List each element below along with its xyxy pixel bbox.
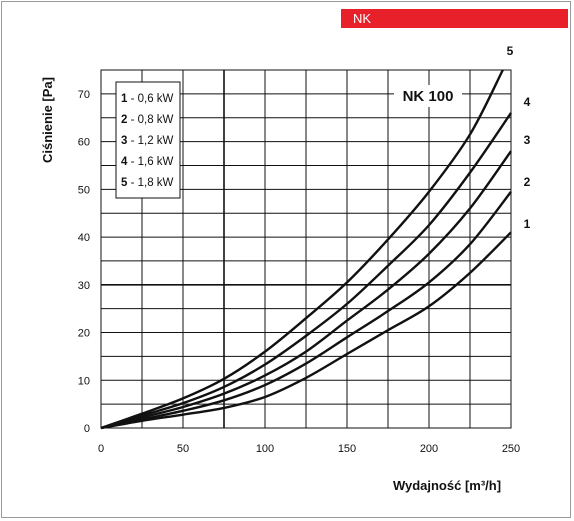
y-tick-label: 20 xyxy=(78,328,90,340)
legend-entry-text: - 0,8 kW xyxy=(131,114,174,126)
curve-labels: 1 2 3 4 5 xyxy=(507,44,531,231)
legend: 1 - 0,6 kW2 - 0,8 kW3 - 1,2 kW4 - 1,6 kW… xyxy=(115,81,181,199)
legend-entry: 2 - 0,8 kW xyxy=(121,114,174,126)
x-tick-label: 150 xyxy=(338,443,356,455)
y-axis-title: Ciśnienie [Pa] xyxy=(40,77,55,163)
x-axis-ticks: 0 50 100 150 200 250 xyxy=(98,443,520,455)
series-1-label: 1 xyxy=(524,217,531,231)
legend-entry-text: - 1,2 kW xyxy=(131,135,174,147)
model-label: NK 100 xyxy=(403,88,454,105)
series-3-curve xyxy=(100,150,512,430)
x-tick-label: 200 xyxy=(420,443,438,455)
series-5-curve xyxy=(100,69,504,430)
x-tick-label: 250 xyxy=(502,443,520,455)
legend-entry-number: 3 xyxy=(121,135,131,147)
series-5-label: 5 xyxy=(507,44,514,58)
y-tick-label: 40 xyxy=(78,232,90,244)
y-tick-label: 30 xyxy=(78,280,90,292)
x-tick-label: 50 xyxy=(177,443,189,455)
legend-entry: 4 - 1,6 kW xyxy=(121,156,174,168)
legend-box xyxy=(115,81,181,199)
legend-entry: 5 - 1,8 kW xyxy=(121,177,174,189)
y-tick-label: 0 xyxy=(84,423,90,435)
series-2-label: 2 xyxy=(524,175,531,189)
x-axis-title: Wydajność [m³/h] xyxy=(393,478,501,493)
legend-entry-number: 1 xyxy=(121,93,131,105)
legend-entry-number: 2 xyxy=(121,114,131,126)
curves xyxy=(100,69,512,430)
series-4-label: 4 xyxy=(524,95,531,109)
y-tick-label: 50 xyxy=(78,184,90,196)
x-tick-label: 0 xyxy=(98,443,104,455)
legend-entry: 1 - 0,6 kW xyxy=(121,93,174,105)
x-tick-label: 100 xyxy=(256,443,274,455)
legend-entry-number: 4 xyxy=(121,156,131,168)
section-tag: NK xyxy=(341,9,568,28)
legend-entry: 3 - 1,2 kW xyxy=(121,135,174,147)
legend-entry-text: - 0,6 kW xyxy=(131,93,174,105)
series-1-curve xyxy=(100,231,512,430)
legend-entry-text: - 1,6 kW xyxy=(131,156,174,168)
plot-frame xyxy=(100,69,512,429)
series-3-label: 3 xyxy=(524,133,531,147)
series-4-curve xyxy=(100,112,512,430)
series-2-curve xyxy=(100,190,512,430)
y-axis-ticks: 0 10 20 30 40 50 60 70 xyxy=(78,89,90,435)
legend-entry-text: - 1,8 kW xyxy=(131,177,174,189)
y-tick-label: 70 xyxy=(78,89,90,101)
y-tick-label: 10 xyxy=(78,375,90,387)
model-label-box: NK 100 xyxy=(394,85,462,107)
y-tick-label: 60 xyxy=(78,137,90,149)
legend-entry-number: 5 xyxy=(121,177,131,189)
